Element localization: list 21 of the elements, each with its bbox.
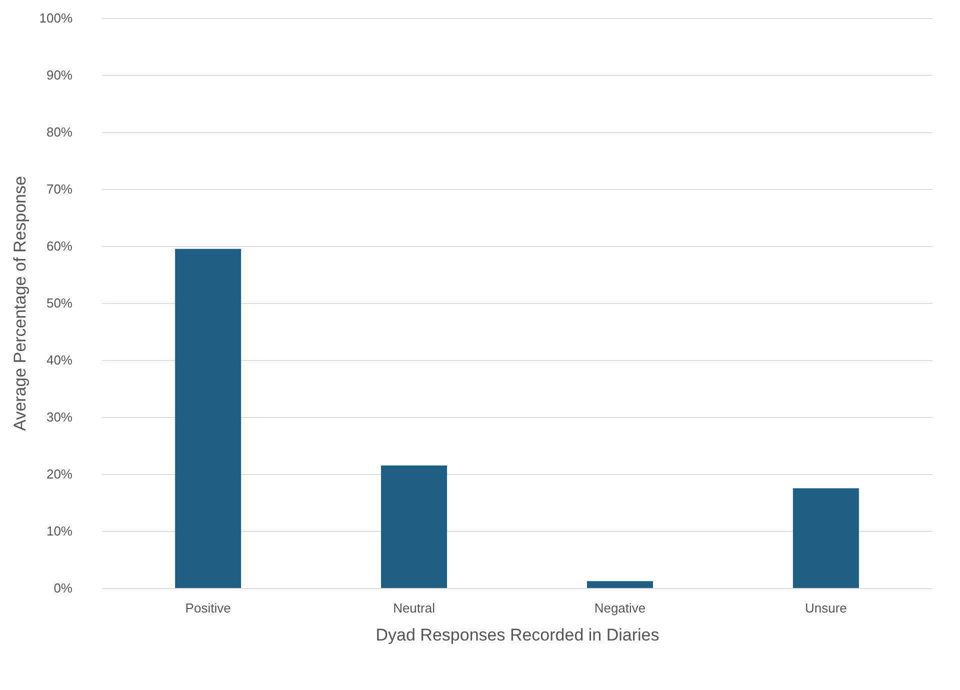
bar (792, 488, 859, 588)
y-tick-label: 60% (46, 238, 73, 254)
y-tick-label: 20% (46, 466, 73, 482)
bar (586, 581, 653, 588)
bar (175, 248, 242, 588)
y-tick-label: 40% (46, 352, 73, 368)
bar (381, 465, 448, 588)
y-tick-label: 100% (39, 10, 73, 26)
x-tick-label: Positive (185, 600, 231, 616)
x-axis-title: Dyad Responses Recorded in Diaries (376, 626, 660, 644)
y-tick-label: 0% (54, 580, 73, 596)
y-tick-label: 90% (46, 68, 73, 82)
x-tick-label: Negative (594, 600, 646, 616)
y-tick-label: 10% (46, 524, 73, 538)
y-tick-label: 30% (46, 410, 73, 424)
y-tick-label: 70% (46, 182, 73, 196)
y-axis-title: Average Percentage of Response (10, 176, 30, 431)
x-tick-label: Unsure (804, 600, 847, 616)
y-tick-label: 50% (46, 296, 73, 310)
x-tick-label: Neutral (393, 600, 436, 616)
y-tick-label: 80% (46, 124, 73, 140)
